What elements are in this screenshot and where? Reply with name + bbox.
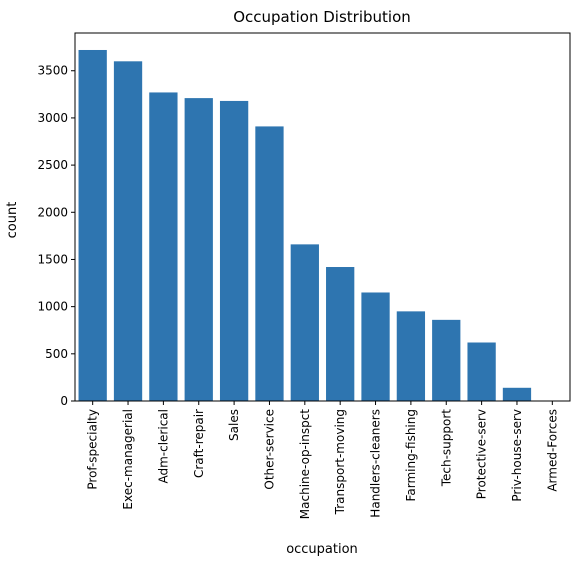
x-tick-label: Adm-clerical bbox=[156, 409, 170, 484]
x-tick-label: Armed-Forces bbox=[545, 409, 559, 492]
bar-priv-house-serv bbox=[502, 387, 532, 401]
x-tick-label: Machine-op-inspct bbox=[298, 409, 312, 519]
bars-layer bbox=[78, 49, 567, 402]
x-tick-label: Other-service bbox=[262, 409, 276, 490]
bar-machine-op-inspct bbox=[290, 244, 319, 401]
bar-adm-clerical bbox=[149, 92, 178, 401]
bar-prof-specialty bbox=[78, 49, 107, 401]
y-axis-title: count bbox=[5, 202, 20, 239]
x-tick-label: Tech-support bbox=[439, 409, 453, 488]
x-tick-label: Protective-serv bbox=[475, 409, 489, 499]
y-tick-label: 1500 bbox=[37, 252, 68, 266]
bar-transport-moving bbox=[326, 267, 355, 401]
bar-tech-support bbox=[432, 319, 461, 401]
bar-exec-managerial bbox=[113, 61, 143, 402]
bar-farming-fishing bbox=[396, 311, 426, 401]
y-tick-label: 3500 bbox=[37, 64, 68, 78]
bar-handlers-cleaners bbox=[361, 292, 390, 401]
chart-title: Occupation Distribution bbox=[233, 8, 411, 26]
x-axis-title: occupation bbox=[286, 542, 358, 557]
x-tick-label: Sales bbox=[227, 409, 241, 441]
y-tick-label: 3000 bbox=[37, 111, 68, 125]
x-tick-label: Handlers-cleaners bbox=[369, 409, 383, 518]
y-tick-label: 2500 bbox=[37, 158, 68, 172]
bar-craft-repair bbox=[184, 98, 213, 401]
x-tick-label: Farming-fishing bbox=[404, 409, 418, 501]
x-axis: Prof-specialty Exec-managerial Adm-clerica… bbox=[86, 401, 559, 519]
bar-sales bbox=[219, 100, 249, 401]
bar-protective-serv bbox=[467, 342, 496, 401]
x-tick-label: Priv-house-serv bbox=[510, 409, 524, 502]
x-tick-label: Exec-managerial bbox=[121, 409, 135, 510]
y-tick-label: 2000 bbox=[37, 205, 68, 219]
x-tick-label: Transport-moving bbox=[333, 409, 347, 515]
y-tick-label: 1000 bbox=[37, 300, 68, 314]
plot-frame bbox=[74, 32, 571, 402]
x-tick-label: Craft-repair bbox=[192, 409, 206, 478]
bar-other-service bbox=[255, 126, 284, 402]
y-axis: 0 500 1000 1500 2000 2500 3000 3500 bbox=[37, 64, 75, 408]
y-tick-label: 0 bbox=[60, 394, 68, 408]
y-tick-label: 500 bbox=[45, 347, 68, 361]
x-tick-label: Prof-specialty bbox=[86, 409, 100, 490]
